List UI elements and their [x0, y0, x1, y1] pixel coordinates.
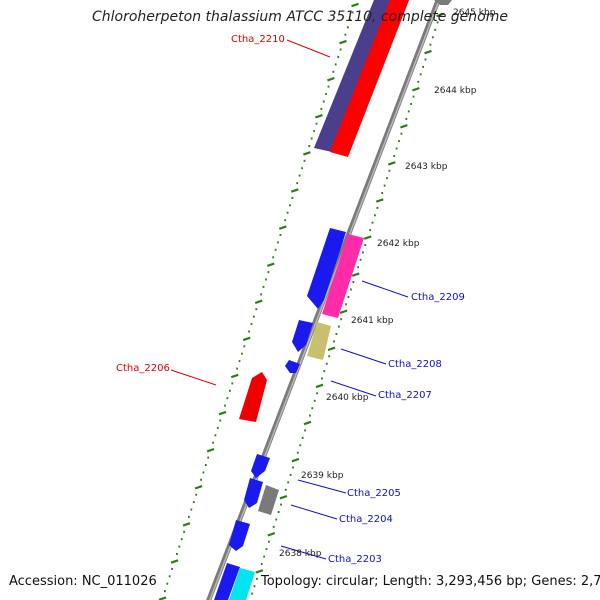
gene-feature-red-2206 [239, 372, 267, 422]
gene-label-2203: Ctha_2203 [328, 554, 382, 565]
tick-mark [266, 262, 275, 267]
callout-line-2205 [297, 479, 347, 494]
tick-mark [182, 522, 191, 527]
genome-backbone-highlight [209, 0, 440, 600]
gene-label-2206: Ctha_2206 [116, 363, 170, 374]
gene-label-2208: Ctha_2208 [388, 359, 442, 370]
kbp-label: 2638 kbp [279, 549, 322, 559]
gene-label-2207: Ctha_2207 [378, 390, 432, 401]
callout-line-2203 [280, 545, 327, 560]
gene-feature-khaki-2208 [307, 322, 331, 360]
tick-mark [327, 76, 335, 82]
genome-title: Chloroherpeton thalassium ATCC 35110, co… [92, 9, 508, 25]
gene-label-2210: Ctha_2210 [231, 34, 285, 45]
gene-label-2209: Ctha_2209 [411, 292, 465, 303]
tick-mark [230, 373, 239, 379]
tick-mark [375, 198, 384, 203]
tick-ring-inner [158, 2, 359, 600]
tick-mark [218, 410, 227, 416]
gene-labels: Ctha_2210 Ctha_2209 Ctha_2208 Ctha_2206 … [116, 34, 465, 565]
tick-mark [303, 420, 312, 426]
gene-label-2204: Ctha_2204 [339, 514, 393, 525]
tick-mark [170, 559, 179, 564]
kbp-label: 2639 kbp [301, 471, 344, 481]
tick-mark [279, 494, 288, 500]
accession-text: Accession: NC_011026 [9, 574, 157, 589]
tick-mark [339, 309, 348, 314]
tick-mark [194, 485, 203, 490]
tick-mark [315, 383, 324, 389]
gene-feature-gray-top [434, 0, 452, 5]
gene-feature-blue-2205b [244, 478, 263, 508]
kbp-label: 2641 kbp [351, 316, 394, 326]
kbp-labels: 2645 kbp 2644 kbp 2643 kbp 2642 kbp 2641… [279, 8, 496, 559]
tick-mark [424, 49, 432, 55]
gene-feature-gray-2204 [258, 485, 279, 515]
callout-line-2210 [286, 39, 331, 58]
tick-mark [351, 272, 360, 277]
gene-feature-blue-2203 [229, 520, 250, 551]
tick-mark [206, 447, 215, 453]
gene-feature-blue-2207 [285, 360, 300, 373]
kbp-label: 2642 kbp [377, 239, 420, 249]
gene-feature-purple [314, 0, 393, 152]
tick-mark [278, 225, 287, 230]
kbp-label: 2640 kbp [326, 393, 369, 403]
kbp-label: 2644 kbp [434, 86, 477, 96]
gene-feature-cyan-bottom [229, 568, 255, 600]
callout-line-2204 [290, 504, 338, 520]
tick-mark [327, 346, 336, 352]
callout-line-2208 [340, 348, 387, 365]
tick-mark [351, 2, 359, 8]
gene-feature-blue-2205a [251, 454, 270, 478]
callout-line-2207 [330, 380, 377, 397]
gene-feature-blue-2209 [307, 228, 346, 309]
gene-feature-blue-2208 [292, 320, 313, 352]
gene-feature-red-large [330, 0, 410, 157]
tick-mark [291, 457, 300, 463]
tick-ring-outer [251, 12, 444, 595]
gene-feature-blue-bottom [214, 563, 240, 600]
genome-summary-text: Topology: circular; Length: 3,293,456 bp… [261, 574, 600, 589]
tick-mark [315, 114, 323, 119]
kbp-label: 2643 kbp [405, 162, 448, 172]
tick-mark [242, 336, 251, 342]
tick-mark [363, 235, 372, 240]
tick-mark [267, 532, 276, 537]
tick-mark [255, 569, 264, 574]
tick-mark [387, 161, 396, 166]
tick-mark [158, 596, 167, 600]
gene-label-2205: Ctha_2205 [347, 488, 401, 499]
tick-mark [412, 86, 420, 92]
kbp-label: 2645 kbp [453, 8, 496, 18]
tick-mark [339, 39, 347, 45]
callout-line-2206 [170, 369, 217, 386]
tick-mark [436, 12, 444, 18]
tick-mark [400, 124, 408, 129]
tick-mark [303, 151, 311, 156]
callout-line-2209 [361, 280, 409, 298]
tick-mark [254, 299, 263, 305]
tick-mark [290, 188, 299, 193]
gene-feature-pink-2209 [322, 234, 364, 318]
